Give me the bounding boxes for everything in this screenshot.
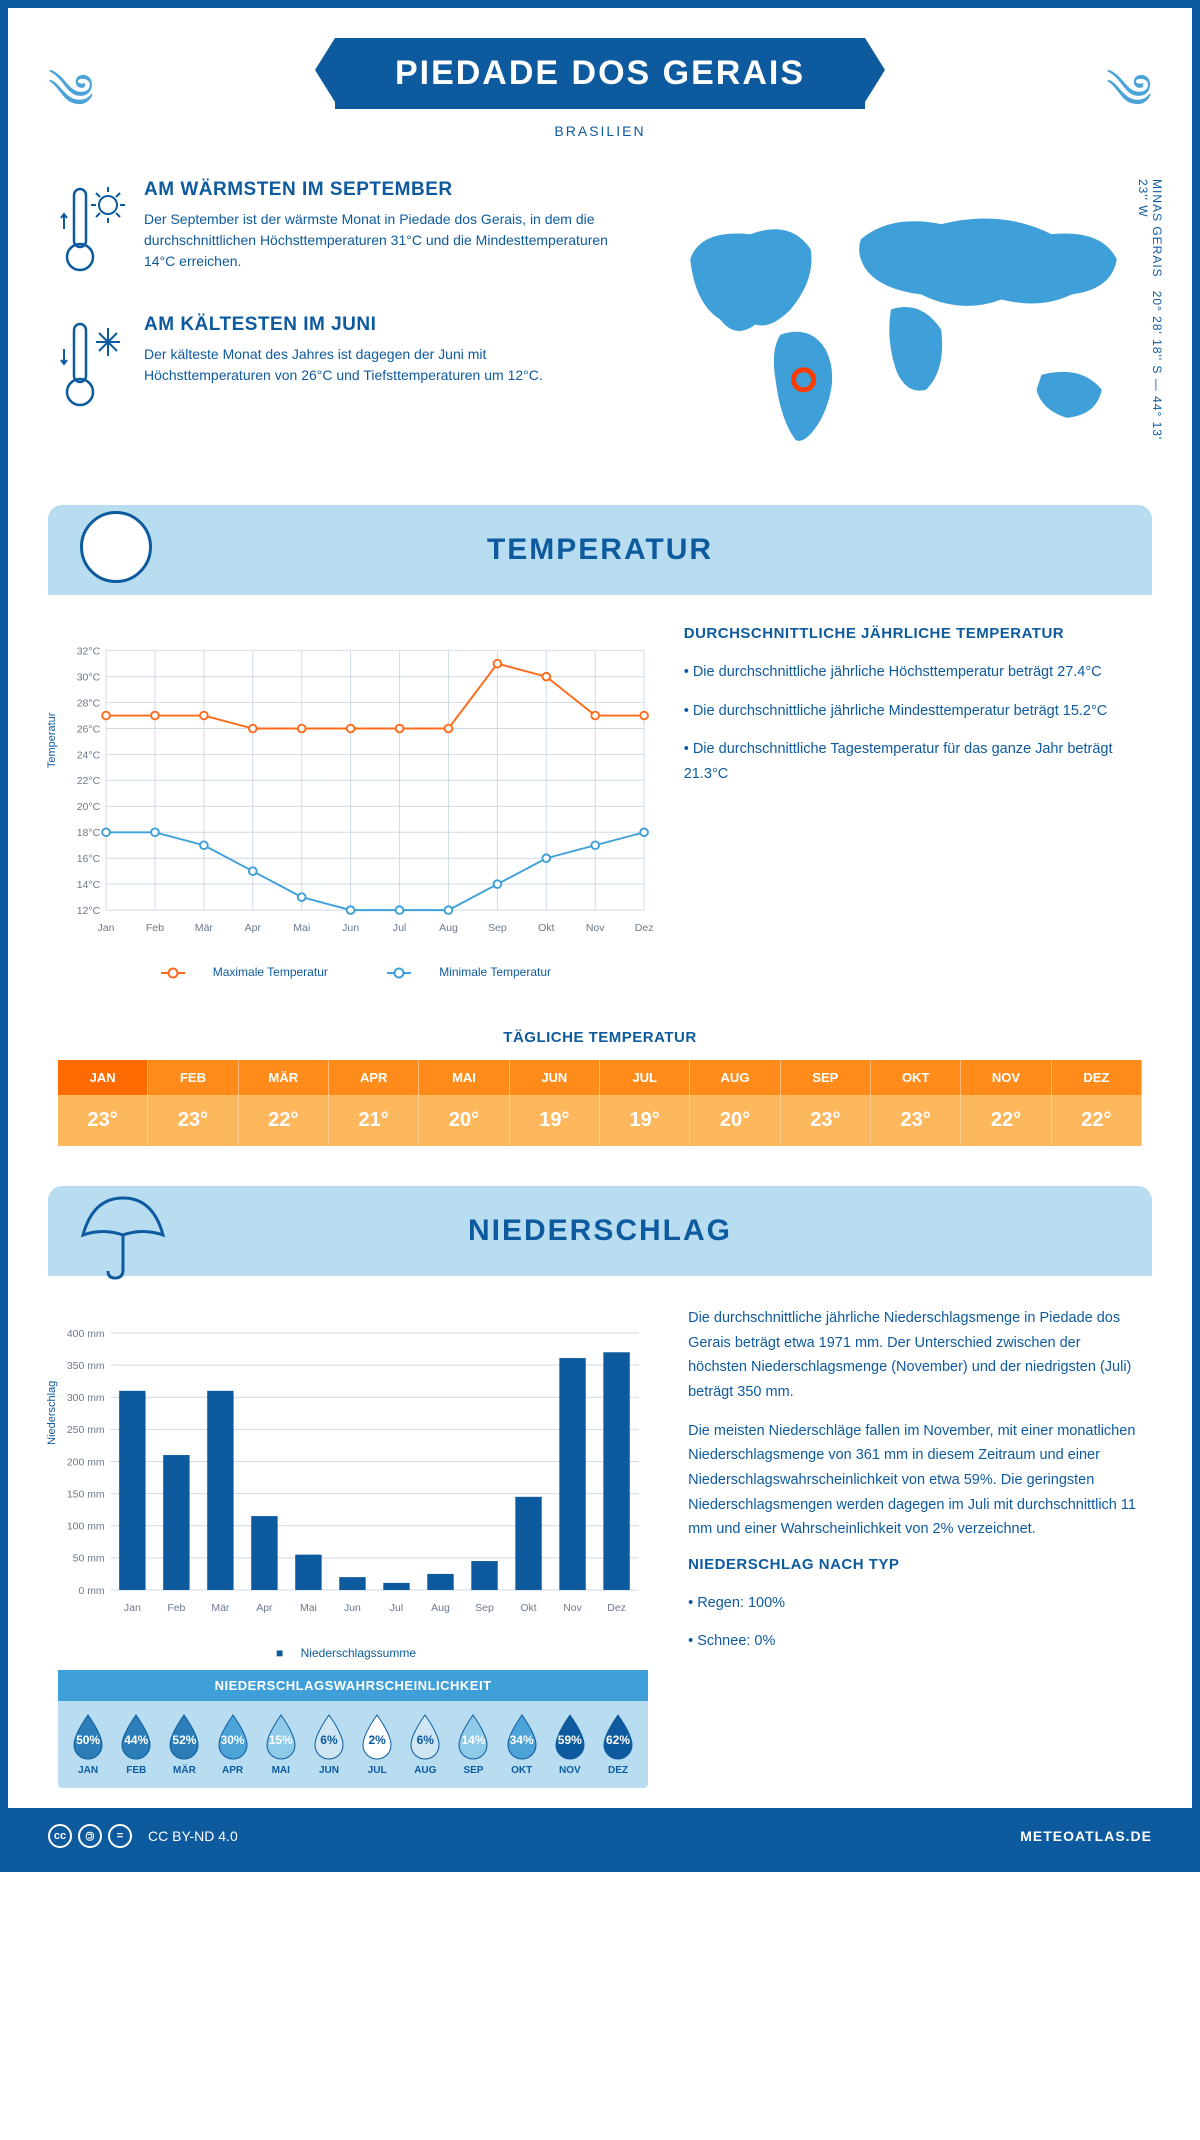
fact-text: Der kälteste Monat des Jahres ist dagege… [144, 344, 610, 386]
svg-text:24°C: 24°C [77, 749, 101, 761]
svg-text:Feb: Feb [146, 922, 164, 934]
thermometer-sun-icon [58, 179, 128, 284]
svg-text:0 mm: 0 mm [78, 1586, 104, 1597]
temperature-summary: DURCHSCHNITTLICHE JÄHRLICHE TEMPERATUR •… [684, 625, 1142, 979]
svg-text:Jul: Jul [393, 922, 406, 934]
probability-drop: 34%OKT [498, 1711, 546, 1776]
svg-text:Sep: Sep [475, 1603, 494, 1614]
svg-text:Okt: Okt [520, 1603, 536, 1614]
svg-text:Nov: Nov [586, 922, 605, 934]
svg-text:Mai: Mai [293, 922, 310, 934]
umbrella-icon [68, 1180, 178, 1290]
probability-drop: 44%FEB [112, 1711, 160, 1776]
site-name: METEOATLAS.DE [1020, 1828, 1152, 1844]
probability-drop: 2%JUL [353, 1711, 401, 1776]
svg-text:32°C: 32°C [77, 646, 101, 658]
svg-text:Dez: Dez [607, 1603, 626, 1614]
section-banner-precipitation: NIEDERSCHLAG [48, 1186, 1152, 1276]
probability-drop: 59%NOV [546, 1711, 594, 1776]
wind-icon: ༄ [1106, 38, 1152, 173]
fact-warmest: AM WÄRMSTEN IM SEPTEMBER Der September i… [58, 179, 610, 284]
probability-drop: 6%AUG [401, 1711, 449, 1776]
probability-drop: 6%JUN [305, 1711, 353, 1776]
svg-text:350 mm: 350 mm [67, 1361, 105, 1372]
temperature-chart: Temperatur 12°C14°C16°C18°C20°C22°C24°C2… [58, 625, 654, 979]
svg-text:50 mm: 50 mm [73, 1554, 105, 1565]
svg-text:200 mm: 200 mm [67, 1457, 105, 1468]
svg-text:20°C: 20°C [77, 801, 101, 813]
precipitation-probability: NIEDERSCHLAGSWAHRSCHEINLICHKEIT 50%JAN44… [58, 1670, 648, 1788]
svg-text:Aug: Aug [439, 922, 458, 934]
svg-text:Jul: Jul [390, 1603, 403, 1614]
precipitation-summary: Die durchschnittliche jährliche Niedersc… [688, 1306, 1142, 1788]
daily-temp-table: JANFEBMÄRAPRMAIJUNJULAUGSEPOKTNOVDEZ23°2… [58, 1060, 1142, 1146]
svg-text:Mär: Mär [211, 1603, 230, 1614]
fact-title: AM KÄLTESTEN IM JUNI [144, 314, 610, 336]
section-banner-temperature: TEMPERATUR [48, 505, 1152, 595]
svg-text:100 mm: 100 mm [67, 1522, 105, 1533]
svg-text:26°C: 26°C [77, 723, 101, 735]
fact-coldest: AM KÄLTESTEN IM JUNI Der kälteste Monat … [58, 314, 610, 419]
wind-icon: ༄ [48, 38, 94, 173]
page-subtitle: BRASILIEN [48, 123, 1152, 139]
svg-text:Nov: Nov [563, 1603, 582, 1614]
svg-text:Jun: Jun [342, 922, 359, 934]
probability-drop: 52%MÄR [160, 1711, 208, 1776]
svg-text:Sep: Sep [488, 922, 507, 934]
probability-drop: 30%APR [209, 1711, 257, 1776]
svg-text:Jan: Jan [98, 922, 115, 934]
svg-text:16°C: 16°C [77, 853, 101, 865]
svg-text:250 mm: 250 mm [67, 1425, 105, 1436]
svg-text:400 mm: 400 mm [67, 1329, 105, 1340]
probability-drop: 15%MAI [257, 1711, 305, 1776]
svg-text:18°C: 18°C [77, 827, 101, 839]
svg-text:Jun: Jun [344, 1603, 361, 1614]
header: ༄ PIEDADE DOS GERAIS BRASILIEN ༄ [8, 8, 1192, 149]
coordinates-label: MINAS GERAIS 20° 28' 18'' S — 44° 13' 23… [1136, 179, 1164, 465]
svg-text:22°C: 22°C [77, 775, 101, 787]
svg-text:Apr: Apr [245, 922, 262, 934]
thermometer-snow-icon [58, 314, 128, 419]
svg-text:12°C: 12°C [77, 905, 101, 917]
svg-text:Mai: Mai [300, 1603, 317, 1614]
probability-drop: 50%JAN [64, 1711, 112, 1776]
svg-text:Jan: Jan [124, 1603, 141, 1614]
svg-text:150 mm: 150 mm [67, 1489, 105, 1500]
sun-icon [68, 499, 178, 609]
svg-text:Aug: Aug [431, 1603, 450, 1614]
svg-text:300 mm: 300 mm [67, 1393, 105, 1404]
svg-text:Mär: Mär [195, 922, 214, 934]
license-badge: cc🄯= CC BY-ND 4.0 [48, 1824, 238, 1848]
intro-section: AM WÄRMSTEN IM SEPTEMBER Der September i… [8, 149, 1192, 495]
world-map: MINAS GERAIS 20° 28' 18'' S — 44° 13' 23… [640, 179, 1142, 465]
svg-text:28°C: 28°C [77, 697, 101, 709]
probability-drop: 62%DEZ [594, 1711, 642, 1776]
svg-text:14°C: 14°C [77, 879, 101, 891]
fact-title: AM WÄRMSTEN IM SEPTEMBER [144, 179, 610, 201]
infographic-page: ༄ PIEDADE DOS GERAIS BRASILIEN ༄ AM WÄRM… [0, 0, 1200, 1872]
svg-text:Feb: Feb [167, 1603, 185, 1614]
probability-drop: 14%SEP [449, 1711, 497, 1776]
fact-text: Der September ist der wärmste Monat in P… [144, 209, 610, 272]
svg-text:Apr: Apr [256, 1603, 273, 1614]
page-title: PIEDADE DOS GERAIS [335, 38, 865, 109]
daily-temp-title: TÄGLICHE TEMPERATUR [8, 1029, 1192, 1046]
svg-text:Okt: Okt [538, 922, 554, 934]
svg-text:Dez: Dez [635, 922, 654, 934]
precipitation-chart: Niederschlag 0 mm50 mm100 mm150 mm200 mm… [58, 1306, 648, 1788]
svg-text:30°C: 30°C [77, 672, 101, 684]
chart-legend: ■ Niederschlagssumme [58, 1646, 648, 1660]
footer: cc🄯= CC BY-ND 4.0 METEOATLAS.DE [8, 1808, 1192, 1864]
chart-legend: Maximale Temperatur Minimale Temperatur [58, 965, 654, 979]
